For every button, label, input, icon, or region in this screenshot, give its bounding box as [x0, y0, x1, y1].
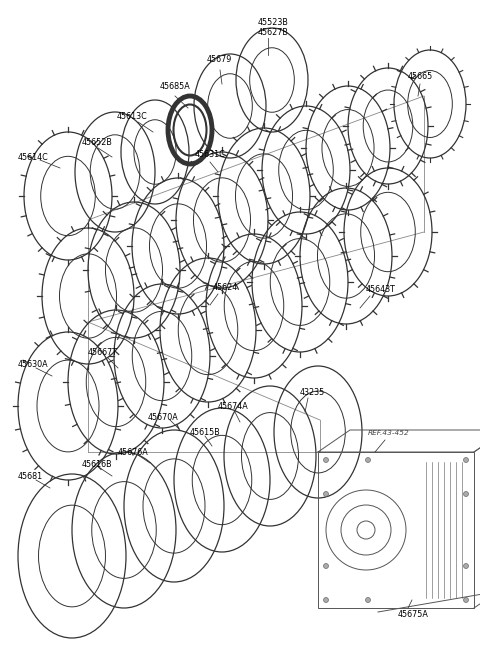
Ellipse shape	[365, 598, 371, 602]
Text: 45624: 45624	[213, 283, 238, 292]
Text: 45630A: 45630A	[18, 360, 48, 369]
Text: REF.43-452: REF.43-452	[368, 430, 410, 436]
Text: 45681: 45681	[18, 472, 43, 481]
Text: 45614C: 45614C	[18, 153, 49, 162]
Text: 45670A: 45670A	[148, 413, 179, 422]
Ellipse shape	[464, 491, 468, 497]
Text: 45615B: 45615B	[190, 428, 221, 437]
Ellipse shape	[324, 457, 328, 462]
Text: 45685A: 45685A	[160, 82, 191, 91]
Text: 45643T: 45643T	[366, 285, 396, 294]
Text: 45613C: 45613C	[117, 112, 148, 121]
Text: 43235: 43235	[300, 388, 325, 397]
Text: 45667T: 45667T	[88, 348, 118, 357]
Text: 45675A: 45675A	[398, 610, 429, 619]
Text: 45631C: 45631C	[195, 150, 226, 159]
Text: 45652B: 45652B	[82, 138, 113, 147]
Text: 45674A: 45674A	[218, 402, 249, 411]
Text: 45616B: 45616B	[82, 460, 113, 469]
Ellipse shape	[324, 598, 328, 602]
Text: 45665: 45665	[408, 72, 433, 81]
Text: 45676A: 45676A	[118, 448, 149, 457]
Ellipse shape	[324, 564, 328, 569]
Ellipse shape	[464, 564, 468, 569]
Text: 45679: 45679	[207, 55, 232, 64]
Ellipse shape	[324, 491, 328, 497]
Ellipse shape	[365, 457, 371, 462]
Ellipse shape	[464, 598, 468, 602]
Text: 45523B
45627B: 45523B 45627B	[258, 18, 289, 37]
Ellipse shape	[464, 457, 468, 462]
